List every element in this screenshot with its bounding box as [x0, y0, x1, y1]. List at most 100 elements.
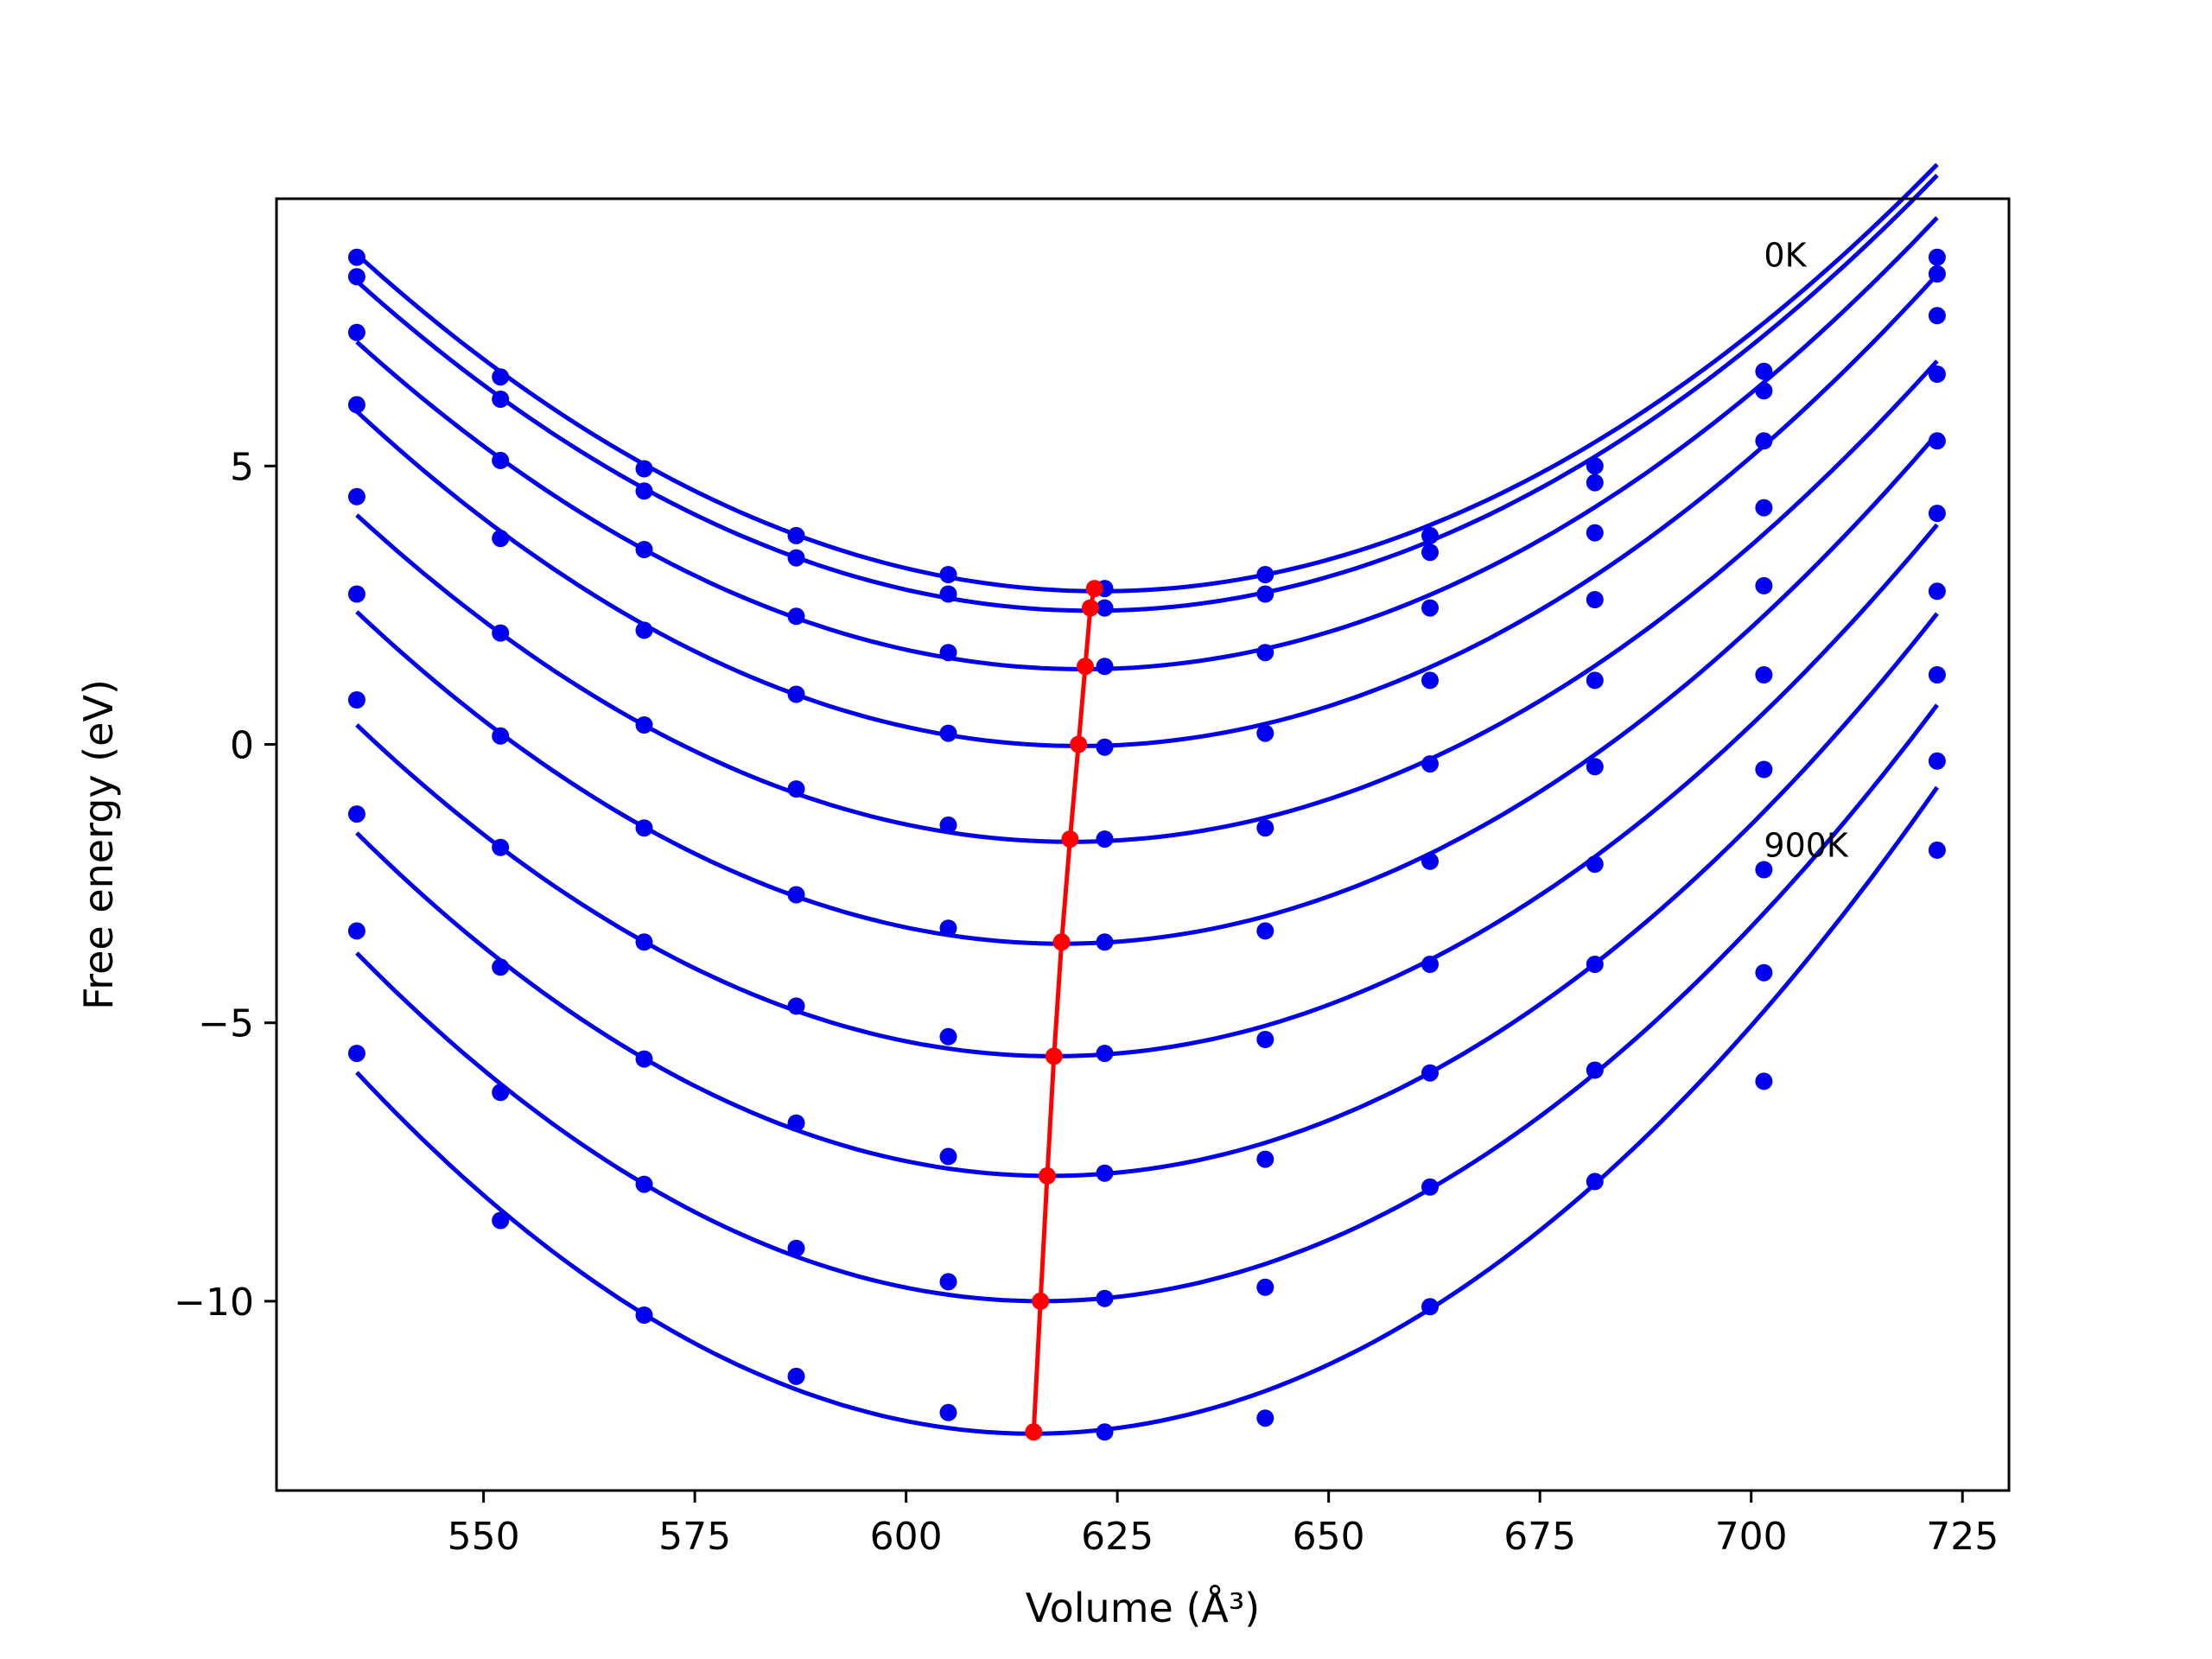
data-point: [347, 323, 365, 341]
data-point: [1421, 526, 1439, 544]
data-point: [1586, 524, 1604, 542]
data-point: [492, 958, 510, 976]
data-point: [492, 451, 510, 469]
data-point: [1586, 1061, 1604, 1079]
data-point: [1096, 599, 1114, 617]
minimum-point: [1032, 1292, 1050, 1310]
y-tick-label: −10: [174, 1281, 254, 1325]
data-point: [1096, 1164, 1114, 1182]
data-point: [1928, 265, 1946, 283]
data-point: [1586, 956, 1604, 973]
fit-curve-5: [355, 359, 1939, 844]
minimum-line: [1025, 580, 1103, 1441]
data-point: [492, 368, 510, 386]
data-point: [939, 566, 957, 583]
data-point: [1928, 582, 1946, 601]
data-point: [1256, 1150, 1274, 1168]
x-tick-label: 625: [1081, 1515, 1154, 1559]
x-axis-label: Volume (Å³): [1026, 1585, 1261, 1631]
fit-curve-7: [355, 523, 1939, 1058]
data-point: [1755, 576, 1773, 594]
fit-curve-6: [355, 432, 1939, 946]
data-point: [939, 1273, 957, 1291]
minimum-point: [1039, 1166, 1056, 1185]
data-point: [1755, 666, 1773, 683]
fit-curve-3: [355, 216, 1939, 672]
fit-curve-8: [355, 612, 1939, 1179]
data-point: [1755, 1072, 1773, 1090]
data-point: [787, 607, 805, 626]
data-point: [635, 1175, 653, 1193]
data-point: [347, 396, 365, 414]
data-point: [1928, 752, 1946, 770]
x-tick-label: 550: [448, 1515, 520, 1559]
data-point: [635, 460, 653, 478]
data-point: [1586, 457, 1604, 475]
data-point: [1096, 658, 1114, 676]
data-point: [1928, 841, 1946, 859]
data-point: [1586, 671, 1604, 690]
data-point: [787, 1239, 805, 1257]
data-point: [1421, 599, 1439, 617]
y-tick-label: −5: [198, 1002, 254, 1046]
data-point: [1256, 1278, 1274, 1296]
data-point: [1256, 1031, 1274, 1048]
data-point: [1755, 382, 1773, 400]
data-point: [787, 526, 805, 544]
data-point: [635, 716, 653, 734]
data-point: [787, 1114, 805, 1132]
data-point: [347, 922, 365, 940]
data-point: [1755, 499, 1773, 517]
data-point: [787, 997, 805, 1015]
minimum-point: [1070, 735, 1088, 753]
data-point: [1256, 644, 1274, 662]
minimum-point: [1077, 658, 1094, 676]
x-tick-label: 700: [1715, 1515, 1788, 1559]
data-point: [1928, 248, 1946, 266]
data-point: [635, 819, 653, 837]
data-point: [1096, 1045, 1114, 1063]
fit-curve-10: [355, 785, 1939, 1436]
data-point: [347, 805, 365, 823]
data-point: [1096, 1289, 1114, 1307]
data-point: [1928, 432, 1946, 450]
data-point: [939, 585, 957, 603]
y-tick-label: 0: [230, 724, 254, 768]
data-point: [1096, 1423, 1114, 1441]
data-point: [1256, 585, 1274, 603]
data-point: [1096, 830, 1114, 849]
data-point: [1586, 855, 1604, 874]
data-point: [347, 268, 365, 286]
data-point: [787, 685, 805, 703]
data-point: [1421, 1178, 1439, 1196]
data-point: [787, 780, 805, 798]
data-points: [347, 248, 1946, 1441]
data-point: [635, 1306, 653, 1324]
data-point: [1421, 956, 1439, 973]
data-point: [1586, 758, 1604, 776]
data-point: [787, 886, 805, 904]
data-point: [635, 933, 653, 951]
data-point: [1256, 1409, 1274, 1427]
fit-curves: [355, 162, 1939, 1436]
data-point: [492, 1211, 510, 1230]
data-point: [1928, 307, 1946, 325]
data-point: [939, 1027, 957, 1046]
data-point: [1256, 724, 1274, 742]
x-axis-ticks: 550 575 600 625 650 675 700 725: [448, 1491, 1999, 1559]
data-point: [1256, 566, 1274, 583]
x-tick-label: 650: [1293, 1515, 1365, 1559]
data-point: [1096, 738, 1114, 756]
data-point: [1586, 474, 1604, 492]
fit-curve-2: [355, 174, 1939, 613]
data-point: [1755, 963, 1773, 982]
data-point: [1421, 1064, 1439, 1082]
fit-curve-1: [355, 162, 1939, 594]
x-tick-label: 575: [658, 1515, 731, 1559]
data-point: [1755, 362, 1773, 380]
data-point: [1928, 666, 1946, 683]
temperature-annotation: 900K: [1764, 827, 1849, 865]
data-point: [347, 691, 365, 709]
data-point: [939, 1403, 957, 1421]
